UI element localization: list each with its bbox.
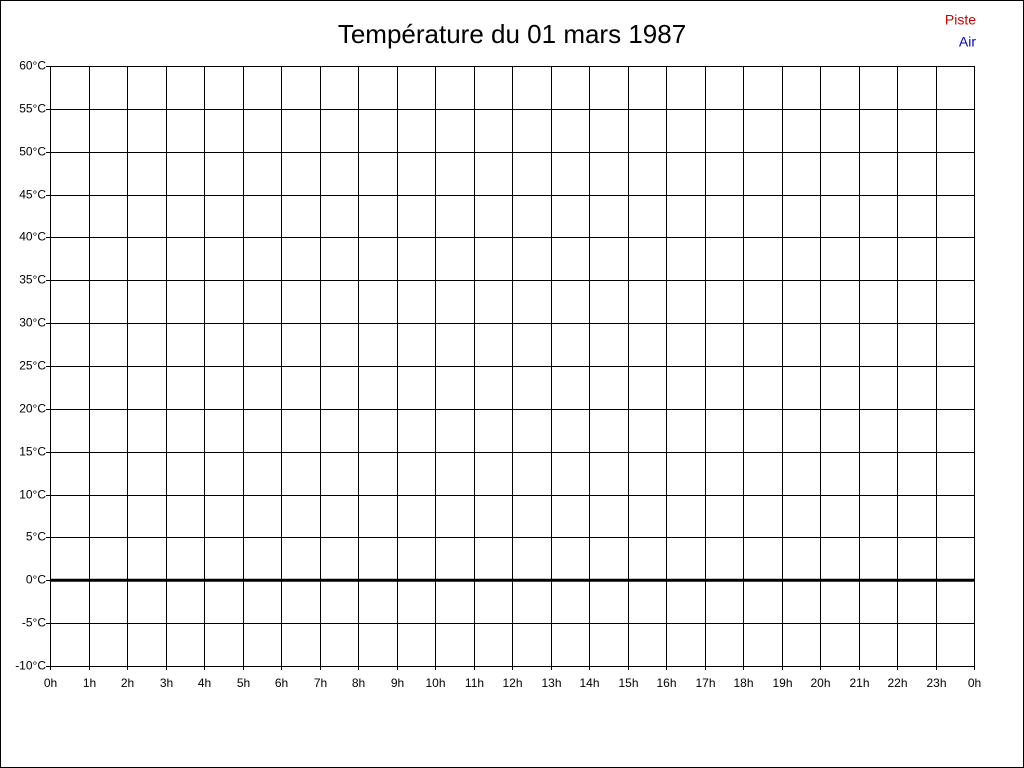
x-tick-label: 1h [83,676,96,690]
x-tick-label: 11h [465,676,484,690]
chart-title: Température du 01 mars 1987 [338,19,686,49]
y-tick-label: 25°C [19,359,46,373]
x-tick-label: 15h [618,676,638,690]
legend-label: Air [959,34,976,50]
x-tick-label: 8h [352,676,365,690]
x-tick-label: 3h [160,676,173,690]
y-tick-label: 30°C [19,316,46,330]
y-tick-label: 20°C [19,402,46,416]
x-tick-label: 0h [44,676,57,690]
x-tick-label: 10h [425,676,445,690]
x-tick-label: 5h [237,676,250,690]
y-tick-label: 40°C [19,230,46,244]
x-tick-label: 23h [926,676,946,690]
x-tick-label: 9h [391,676,404,690]
x-tick-label: 2h [121,676,134,690]
x-tick-label: 13h [541,676,561,690]
legend-label: Piste [945,12,976,28]
x-tick-label: 19h [772,676,792,690]
y-tick-label: 45°C [19,188,46,202]
x-tick-label: 12h [502,676,522,690]
x-tick-label: 16h [656,676,676,690]
y-tick-label: 15°C [19,445,46,459]
x-tick-label: 17h [695,676,715,690]
x-tick-label: 14h [579,676,599,690]
x-tick-label: 7h [314,676,327,690]
y-tick-label: 5°C [26,530,46,544]
x-tick-label: 0h [968,676,981,690]
x-tick-label: 20h [810,676,830,690]
y-tick-label: 55°C [19,102,46,116]
y-tick-label: 10°C [19,488,46,502]
y-tick-label: 0°C [26,573,46,587]
y-tick-label: 50°C [19,145,46,159]
y-tick-label: 35°C [19,273,46,287]
x-tick-label: 4h [198,676,211,690]
y-tick-label: -5°C [22,616,46,630]
y-tick-label: -10°C [15,659,46,673]
x-tick-label: 21h [849,676,869,690]
y-tick-label: 60°C [19,59,46,73]
x-tick-label: 18h [733,676,753,690]
x-tick-label: 22h [887,676,907,690]
x-tick-label: 6h [275,676,288,690]
